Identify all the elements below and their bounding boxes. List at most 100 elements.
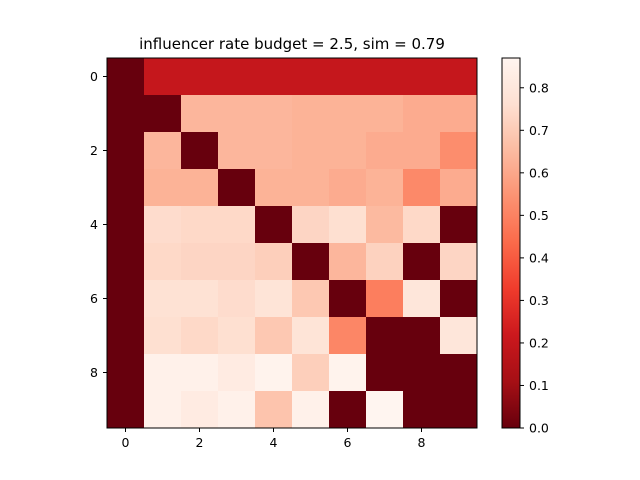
heatmap-cell-r8-c7 (366, 354, 404, 392)
heatmap-cell-r2-c2 (181, 132, 219, 170)
heatmap-cell-r5-c2 (181, 243, 219, 281)
heatmap-cell-r5-c1 (144, 243, 182, 281)
colorbar-ticks: 0.0 0.1 0.2 0.3 0.4 0.5 0.6 0.7 0.8 (520, 80, 549, 436)
heatmap-cell-r0-c6 (329, 58, 367, 96)
heatmap-cell-r7-c8 (403, 317, 441, 355)
heatmap-cell-r8-c2 (181, 354, 219, 392)
heatmap-cell-r5-c5 (292, 243, 330, 281)
heatmap-cell-r2-c4 (255, 132, 293, 170)
heatmap-cell-r4-c5 (292, 206, 330, 244)
heatmap-cell-r5-c3 (218, 243, 256, 281)
heatmap-cell-r1-c2 (181, 95, 219, 133)
heatmap-cell-r3-c3 (218, 169, 256, 207)
heatmap-cell-r3-c4 (255, 169, 293, 207)
heatmap-cell-r7-c6 (329, 317, 367, 355)
colorbar-tick-label: 0.5 (529, 208, 549, 223)
heatmap-cell-r5-c8 (403, 243, 441, 281)
heatmap-cell-r0-c5 (292, 58, 330, 96)
y-tick-label: 4 (90, 217, 98, 232)
heatmap-cell-r3-c9 (440, 169, 478, 207)
heatmap-cell-r9-c9 (440, 391, 478, 429)
heatmap-cell-r3-c6 (329, 169, 367, 207)
heatmap-cell-r9-c1 (144, 391, 182, 429)
heatmap-cell-r4-c1 (144, 206, 182, 244)
heatmap-cell-r7-c4 (255, 317, 293, 355)
heatmap-cell-r4-c3 (218, 206, 256, 244)
heatmap-cell-r5-c6 (329, 243, 367, 281)
heatmap-cell-r9-c5 (292, 391, 330, 429)
y-tick-label: 2 (90, 143, 98, 158)
heatmap-cell-r1-c3 (218, 95, 256, 133)
heatmap-cell-r9-c6 (329, 391, 367, 429)
heatmap-cell-r2-c8 (403, 132, 441, 170)
heatmap-cell-r8-c3 (218, 354, 256, 392)
heatmap-cell-r9-c4 (255, 391, 293, 429)
heatmap-cells (107, 58, 478, 429)
heatmap-cell-r8-c6 (329, 354, 367, 392)
heatmap-cell-r7-c5 (292, 317, 330, 355)
heatmap-cell-r6-c9 (440, 280, 478, 318)
heatmap-cell-r6-c8 (403, 280, 441, 318)
heatmap-cell-r0-c7 (366, 58, 404, 96)
colorbar-tick-label: 0.4 (529, 250, 549, 265)
heatmap-cell-r0-c3 (218, 58, 256, 96)
heatmap-cell-r2-c1 (144, 132, 182, 170)
heatmap-cell-r6-c6 (329, 280, 367, 318)
heatmap-cell-r8-c5 (292, 354, 330, 392)
heatmap-cell-r6-c3 (218, 280, 256, 318)
heatmap-cell-r2-c5 (292, 132, 330, 170)
heatmap-cell-r2-c0 (107, 132, 145, 170)
heatmap-frame (106, 57, 478, 429)
heatmap-cell-r7-c9 (440, 317, 478, 355)
heatmap-cell-r9-c3 (218, 391, 256, 429)
heatmap-cell-r6-c2 (181, 280, 219, 318)
heatmap-cell-r8-c0 (107, 354, 145, 392)
heatmap-cell-r1-c6 (329, 95, 367, 133)
heatmap-cell-r8-c1 (144, 354, 182, 392)
heatmap-cell-r1-c8 (403, 95, 441, 133)
heatmap-cell-r5-c9 (440, 243, 478, 281)
heatmap-cell-r8-c9 (440, 354, 478, 392)
colorbar-tick-label: 0.6 (529, 165, 549, 180)
heatmap-cell-r4-c6 (329, 206, 367, 244)
x-tick-label: 2 (196, 435, 204, 450)
colorbar (501, 57, 521, 429)
heatmap-cell-r5-c4 (255, 243, 293, 281)
heatmap-cell-r4-c4 (255, 206, 293, 244)
colorbar-tick-label: 0.1 (529, 378, 549, 393)
heatmap-cell-r1-c4 (255, 95, 293, 133)
heatmap-cell-r3-c7 (366, 169, 404, 207)
heatmap-cell-r0-c2 (181, 58, 219, 96)
heatmap-cell-r7-c3 (218, 317, 256, 355)
heatmap-cell-r2-c9 (440, 132, 478, 170)
heatmap-cell-r6-c1 (144, 280, 182, 318)
heatmap-cell-r6-c5 (292, 280, 330, 318)
heatmap-cell-r3-c0 (107, 169, 145, 207)
heatmap-cell-r0-c9 (440, 58, 478, 96)
x-tick-label: 0 (122, 435, 130, 450)
chart-title: influencer rate budget = 2.5, sim = 0.79 (139, 35, 445, 53)
heatmap-cell-r7-c2 (181, 317, 219, 355)
heatmap-cell-r6-c4 (255, 280, 293, 318)
heatmap-cell-r0-c1 (144, 58, 182, 96)
heatmap-cell-r6-c7 (366, 280, 404, 318)
heatmap-cell-r2-c6 (329, 132, 367, 170)
heatmap-cell-r4-c9 (440, 206, 478, 244)
heatmap-cell-r4-c8 (403, 206, 441, 244)
heatmap-cell-r7-c0 (107, 317, 145, 355)
heatmap-cell-r1-c5 (292, 95, 330, 133)
heatmap-cell-r2-c7 (366, 132, 404, 170)
heatmap-cell-r9-c0 (107, 391, 145, 429)
heatmap-cell-r5-c0 (107, 243, 145, 281)
heatmap-cell-r0-c0 (107, 58, 145, 96)
colorbar-tick-label: 0.8 (529, 80, 549, 95)
colorbar-tick-label: 0.7 (529, 123, 549, 138)
heatmap-cell-r7-c1 (144, 317, 182, 355)
heatmap-cell-r5-c7 (366, 243, 404, 281)
x-tick-label: 4 (270, 435, 278, 450)
y-axis-ticks: 0 2 4 6 8 (90, 69, 107, 380)
heatmap-cell-r1-c0 (107, 95, 145, 133)
colorbar-tick-label: 0.2 (529, 335, 549, 350)
heatmap-cell-r6-c0 (107, 280, 145, 318)
